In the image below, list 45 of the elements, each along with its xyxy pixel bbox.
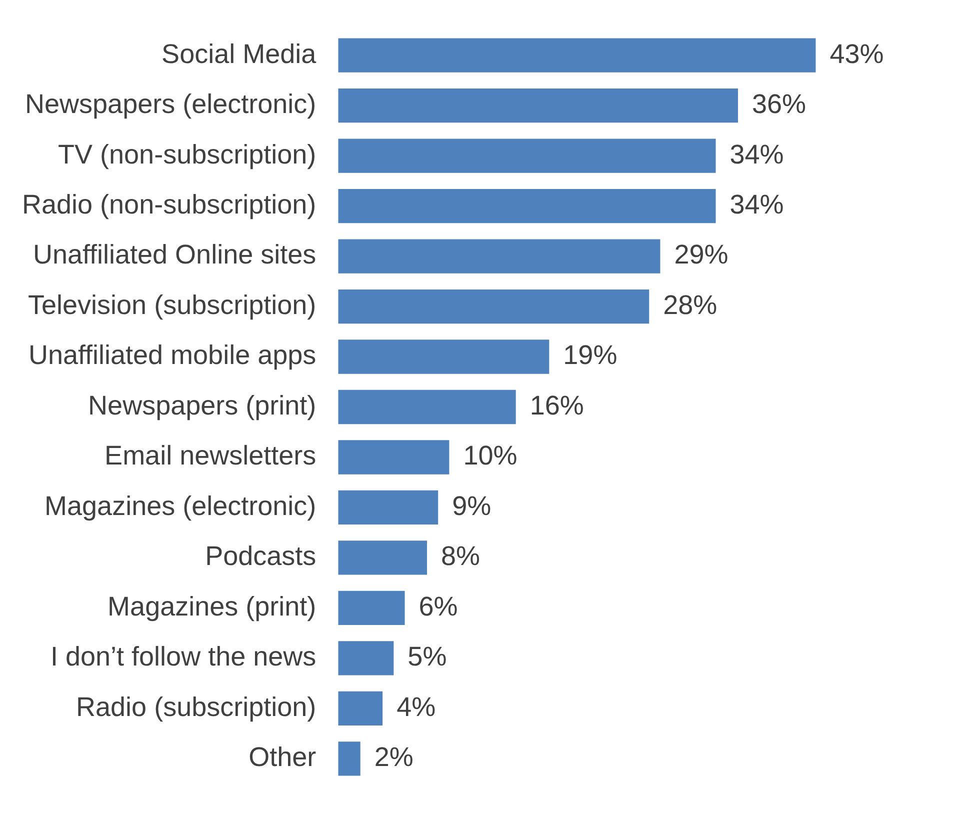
data-label: 19%	[563, 340, 618, 370]
data-label: 34%	[730, 189, 784, 220]
y-tick-label: Podcasts	[205, 541, 316, 572]
bar	[338, 38, 816, 72]
bar	[338, 490, 438, 525]
bar	[338, 239, 660, 274]
y-tick-label: Magazines (electronic)	[44, 490, 316, 521]
data-label: 29%	[674, 240, 728, 270]
data-label: 4%	[396, 692, 436, 722]
bar	[338, 88, 738, 123]
data-label: 8%	[440, 541, 480, 572]
y-tick-label: Newspapers (print)	[88, 390, 316, 420]
data-label: 6%	[418, 591, 458, 622]
bar	[338, 289, 650, 324]
data-label: 16%	[530, 390, 584, 420]
data-label: 9%	[452, 490, 492, 521]
y-tick-label: Social Media	[162, 38, 318, 69]
y-tick-label: Other	[248, 742, 316, 772]
bar	[338, 340, 550, 374]
bar	[338, 138, 716, 173]
y-tick-label: Unaffiliated Online sites	[32, 240, 316, 270]
bar	[338, 540, 427, 575]
y-tick-label: Magazines (print)	[108, 591, 316, 622]
y-tick-label: TV (non-subscription)	[58, 139, 316, 170]
y-tick-label: Radio (non-subscription)	[22, 189, 316, 220]
data-label: 28%	[663, 290, 718, 320]
bar	[338, 641, 394, 676]
data-label: 43%	[830, 38, 884, 69]
data-label: 36%	[752, 89, 806, 120]
bar	[338, 188, 716, 224]
y-tick-label: Radio (subscription)	[76, 692, 316, 722]
y-tick-label: Unaffiliated mobile apps	[28, 340, 316, 370]
bar	[338, 390, 516, 424]
data-label: 34%	[730, 139, 784, 170]
bar	[338, 742, 360, 776]
bar	[338, 440, 450, 474]
y-tick-label: Newspapers (electronic)	[25, 89, 316, 120]
y-tick-label: Television (subscription)	[28, 290, 316, 320]
bar	[338, 590, 405, 626]
data-label: 2%	[374, 742, 414, 772]
y-tick-label: I don’t follow the news	[50, 642, 316, 672]
data-label: 5%	[408, 642, 447, 672]
data-label: 10%	[463, 440, 518, 471]
y-tick-label: Email newsletters	[104, 440, 316, 471]
bar	[338, 691, 383, 726]
